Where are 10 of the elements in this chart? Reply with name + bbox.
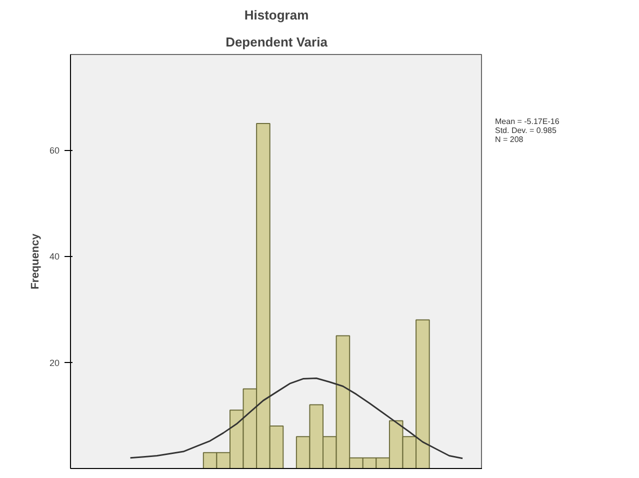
chart-subtitle: Dependent Varia <box>226 34 328 50</box>
line-series <box>130 378 464 460</box>
text: N = 208 <box>495 135 524 144</box>
y-axis-title: Frequency <box>29 232 42 290</box>
y-tick-label: 60 <box>49 146 60 156</box>
y-tick-label: 40 <box>49 252 60 262</box>
chart-title: Histogram <box>244 8 309 22</box>
text: Std. Dev. = 0.985 <box>495 126 558 135</box>
y-tick-label: 20 <box>49 358 60 368</box>
text: Mean = -5.17E-16 <box>495 117 560 126</box>
